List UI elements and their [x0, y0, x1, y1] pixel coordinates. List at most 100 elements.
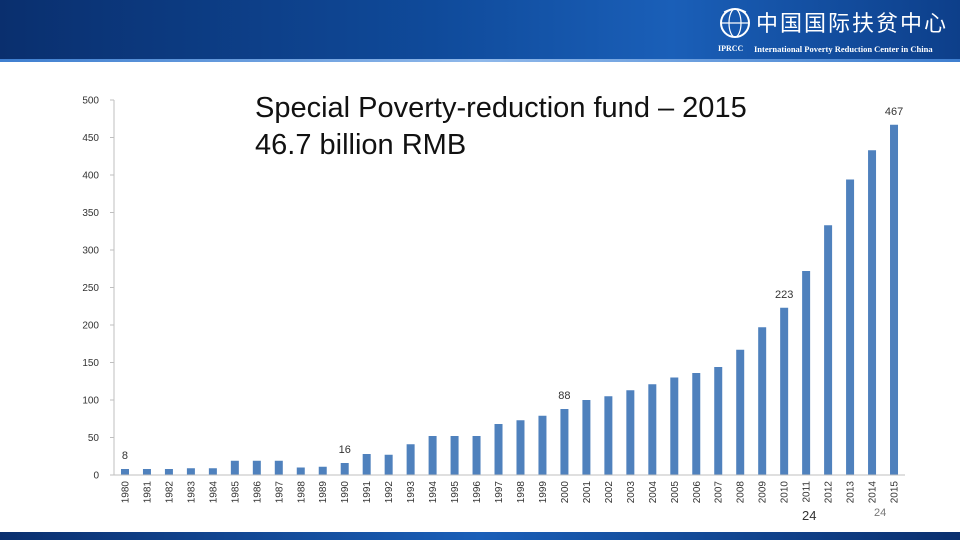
bar	[318, 466, 327, 475]
logo-abbreviation: IPRCC	[718, 44, 744, 53]
x-tick-label: 2001	[582, 481, 593, 504]
x-tick-label: 1998	[516, 481, 527, 504]
bar	[230, 460, 239, 475]
x-tick-label: 2008	[736, 481, 747, 504]
data-label: 16	[339, 444, 351, 456]
y-tick-label: 300	[82, 246, 99, 257]
x-tick-label: 1984	[208, 481, 219, 504]
bar	[384, 454, 393, 475]
iprcc-logo: 中国国际扶贫中心 IPRCC International Poverty Red…	[718, 4, 954, 58]
x-tick-label: 1988	[296, 481, 307, 504]
x-tick-label: 2013	[846, 481, 857, 504]
bar	[186, 468, 195, 475]
y-tick-label: 350	[82, 208, 99, 219]
x-tick-label: 1991	[362, 481, 373, 504]
slide-title: Special Poverty-reduction fund – 2015 46…	[255, 92, 747, 161]
x-tick-label: 1986	[252, 481, 263, 504]
y-tick-label: 200	[82, 321, 99, 332]
x-tick-label: 1995	[450, 481, 461, 504]
y-tick-label: 50	[88, 433, 100, 444]
bar	[648, 384, 657, 475]
y-tick-label: 100	[82, 396, 99, 407]
x-tick-label: 1990	[340, 481, 351, 504]
x-tick-label: 1996	[472, 481, 483, 504]
bar	[450, 436, 459, 475]
data-label: 88	[558, 390, 570, 402]
bar	[274, 460, 283, 475]
x-tick-label: 2004	[648, 481, 659, 504]
data-labels: 8 16 88 223 467	[122, 106, 903, 462]
x-tick-label: 2010	[780, 481, 791, 504]
bar	[208, 468, 217, 475]
bar	[604, 396, 613, 475]
bar	[538, 415, 547, 475]
bar	[406, 444, 415, 475]
x-tick-label: 1999	[538, 481, 549, 504]
x-tick-label: 2002	[604, 481, 615, 504]
y-tick-label: 400	[82, 171, 99, 182]
bar	[824, 225, 833, 475]
logo-chinese-name: 中国国际扶贫中心	[756, 12, 949, 37]
x-tick-label: 2007	[714, 481, 725, 504]
bar	[692, 373, 701, 475]
x-tick-label: 1989	[318, 481, 329, 504]
y-tick-label: 250	[82, 283, 99, 294]
logo-english-name: International Poverty Reduction Center i…	[754, 44, 933, 54]
bar	[714, 367, 723, 475]
bar	[142, 469, 151, 475]
y-tick-label: 450	[82, 133, 99, 144]
globe-logo-icon	[720, 8, 750, 38]
bar	[582, 400, 591, 475]
bar	[340, 463, 349, 475]
slide-page-number-small: 24	[874, 507, 887, 519]
bar	[296, 467, 305, 475]
x-tick-label: 2005	[670, 481, 681, 504]
bottom-bar	[0, 532, 960, 540]
x-tick-label: 2011	[802, 481, 813, 503]
bar	[626, 390, 635, 475]
x-tick-label: 2015	[890, 481, 901, 504]
slide-page-number: 24	[802, 508, 817, 523]
x-tick-label: 1987	[274, 481, 285, 504]
bar	[868, 150, 877, 475]
x-tick-label: 1982	[164, 481, 175, 504]
bar	[846, 179, 855, 475]
x-tick-label: 2009	[758, 481, 769, 504]
y-tick-label: 500	[82, 96, 99, 107]
x-tick-label: 1985	[230, 481, 241, 504]
y-axis: 0 50 100 150 200 250 300 350 400 450 500	[82, 96, 115, 482]
x-tick-label: 2012	[824, 481, 835, 504]
x-tick-label: 1992	[384, 481, 395, 504]
bar	[362, 454, 371, 475]
x-tick-label: 1997	[494, 481, 505, 504]
bar	[736, 349, 745, 475]
x-tick-label: 1994	[428, 481, 439, 504]
bar	[802, 271, 811, 475]
bar	[516, 420, 525, 475]
x-tick-label: 2014	[868, 481, 879, 504]
x-tick-label: 1981	[142, 481, 153, 504]
data-label: 467	[885, 106, 903, 118]
data-label: 223	[775, 289, 793, 301]
bar	[494, 424, 503, 475]
x-tick-label: 2006	[692, 481, 703, 504]
bar	[560, 409, 569, 475]
bar	[780, 307, 789, 475]
x-axis: 1980 1981 1982 1983 1984 1985 1986 1987 1988 1989…	[114, 474, 905, 504]
data-label: 8	[122, 450, 128, 462]
y-tick-label: 150	[82, 358, 99, 369]
x-tick-label: 1980	[120, 481, 131, 504]
bar	[120, 469, 129, 475]
bar	[758, 327, 767, 475]
x-tick-label: 2000	[560, 481, 571, 504]
x-tick-label: 1993	[406, 481, 417, 504]
bar	[670, 377, 679, 475]
y-tick-label: 0	[93, 471, 99, 482]
x-tick-label: 2003	[626, 481, 637, 504]
bar	[252, 460, 261, 475]
bar	[428, 436, 437, 475]
bar	[164, 469, 173, 475]
top-banner: 中国国际扶贫中心 IPRCC International Poverty Red…	[0, 0, 960, 62]
x-tick-label: 1983	[186, 481, 197, 504]
